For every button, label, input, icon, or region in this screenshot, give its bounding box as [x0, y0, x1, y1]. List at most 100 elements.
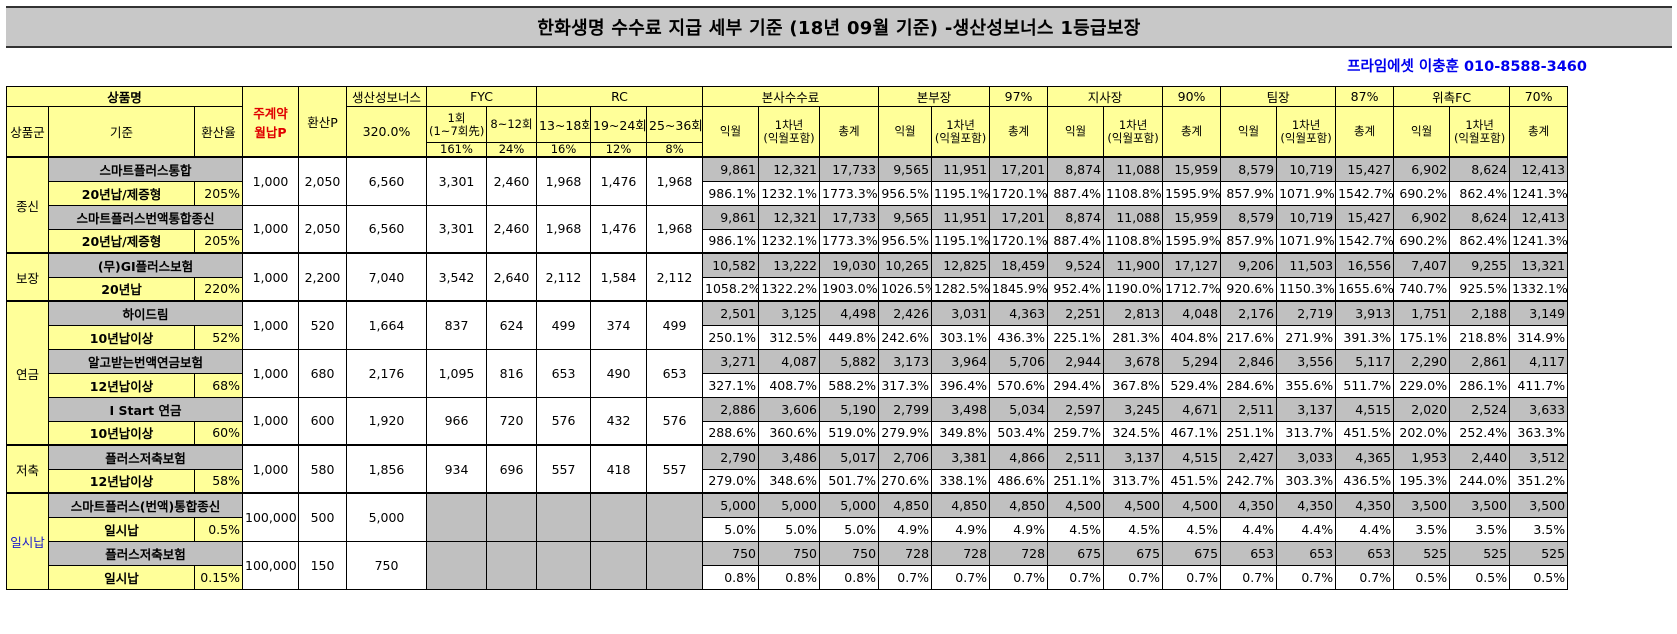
conversion-rate: 0.5% — [194, 516, 243, 542]
commission-amount: 8,874 — [1047, 156, 1105, 182]
commission-percent: 3.5% — [1509, 516, 1569, 542]
header-sub-col: 1차년 (익월포함) — [1449, 106, 1511, 158]
commission-amount: 9,565 — [878, 204, 933, 230]
commission-amount: 2,861 — [1449, 348, 1511, 374]
commission-percent: 367.8% — [1103, 372, 1164, 398]
productivity-bonus: 2,176 — [346, 348, 427, 398]
rc-value — [646, 492, 703, 542]
commission-percent: 956.5% — [878, 180, 933, 206]
commission-amount: 525 — [1449, 540, 1511, 566]
commission-amount: 653 — [1335, 540, 1395, 566]
commission-percent: 1720.1% — [989, 180, 1049, 206]
product-criteria: 10년납이상 — [48, 420, 195, 446]
commission-amount: 3,173 — [878, 348, 933, 374]
header-main-contract: 주계약 월납P — [242, 86, 299, 158]
commission-amount: 5,034 — [989, 396, 1049, 422]
commission-amount: 12,413 — [1509, 156, 1569, 182]
commission-amount: 4,350 — [1276, 492, 1337, 518]
commission-amount: 13,321 — [1509, 252, 1569, 278]
commission-amount: 4,500 — [1103, 492, 1164, 518]
commission-amount: 19,030 — [818, 252, 880, 278]
commission-amount: 2,290 — [1393, 348, 1451, 374]
commission-percent: 303.3% — [1276, 468, 1337, 494]
commission-percent: 4.9% — [989, 516, 1049, 542]
header-sub-col: 익월 — [1393, 106, 1451, 158]
commission-percent: 1232.1% — [758, 180, 820, 206]
commission-percent: 391.3% — [1335, 324, 1395, 350]
commission-amount: 11,503 — [1276, 252, 1337, 278]
commission-percent: 467.1% — [1162, 420, 1222, 446]
rc-value — [590, 540, 647, 590]
commission-percent: 313.7% — [1276, 420, 1337, 446]
converted-premium: 2,050 — [298, 156, 347, 206]
commission-amount: 9,255 — [1449, 252, 1511, 278]
header-group: 상품군 — [6, 106, 49, 158]
commission-percent: 1773.3% — [818, 228, 880, 254]
commission-amount: 4,671 — [1162, 396, 1222, 422]
commission-amount: 4,087 — [758, 348, 820, 374]
commission-percent: 175.1% — [1393, 324, 1451, 350]
commission-amount: 750 — [758, 540, 820, 566]
header-fyc-col: 8~12회 — [486, 106, 537, 143]
commission-amount: 2,886 — [702, 396, 759, 422]
commission-percent: 486.6% — [989, 468, 1049, 494]
commission-amount: 5,000 — [758, 492, 820, 518]
commission-percent: 351.2% — [1509, 468, 1569, 494]
commission-percent: 404.8% — [1162, 324, 1222, 350]
header-sub-col: 익월 — [1220, 106, 1278, 158]
commission-percent: 270.6% — [878, 468, 933, 494]
header-sub-col: 총계 — [818, 106, 880, 158]
commission-amount: 4,117 — [1509, 348, 1569, 374]
commission-percent: 360.6% — [758, 420, 820, 446]
fyc-value: 934 — [426, 444, 487, 494]
commission-percent: 288.6% — [702, 420, 759, 446]
commission-amount: 11,900 — [1103, 252, 1164, 278]
commission-amount: 2,511 — [1220, 396, 1278, 422]
commission-amount: 1,751 — [1393, 300, 1451, 326]
commission-percent: 229.0% — [1393, 372, 1451, 398]
commission-amount: 4,350 — [1335, 492, 1395, 518]
commission-amount: 11,951 — [931, 156, 991, 182]
commission-percent: 740.7% — [1393, 276, 1451, 302]
product-criteria: 20년납/제증형 — [48, 180, 195, 206]
commission-amount: 4,850 — [931, 492, 991, 518]
header-level: 위촉FC — [1393, 86, 1511, 107]
header-sub-col: 1차년 (익월포함) — [931, 106, 991, 158]
commission-percent: 0.7% — [1103, 564, 1164, 590]
commission-amount: 4,350 — [1220, 492, 1278, 518]
header-rc-rate: 16% — [536, 142, 591, 158]
commission-amount: 17,201 — [989, 204, 1049, 230]
fyc-value — [426, 540, 487, 590]
commission-percent: 251.1% — [1220, 420, 1278, 446]
conversion-rate: 60% — [194, 420, 243, 446]
header-sub-col: 익월 — [878, 106, 933, 158]
commission-amount: 675 — [1103, 540, 1164, 566]
commission-percent: 303.1% — [931, 324, 991, 350]
commission-amount: 2,251 — [1047, 300, 1105, 326]
rc-value: 576 — [646, 396, 703, 446]
header-bonus: 생산성보너스 — [346, 86, 427, 107]
fyc-value — [486, 540, 537, 590]
commission-percent: 5.0% — [758, 516, 820, 542]
commission-percent: 408.7% — [758, 372, 820, 398]
commission-percent: 862.4% — [1449, 180, 1511, 206]
monthly-premium: 100,000 — [242, 540, 299, 590]
group-label: 종신 — [6, 156, 49, 254]
rc-value: 576 — [536, 396, 591, 446]
commission-percent: 862.4% — [1449, 228, 1511, 254]
commission-percent: 503.4% — [989, 420, 1049, 446]
commission-percent: 4.5% — [1047, 516, 1105, 542]
header-sub-col: 익월 — [1047, 106, 1105, 158]
commission-percent: 887.4% — [1047, 228, 1105, 254]
commission-amount: 1,953 — [1393, 444, 1451, 470]
commission-percent: 0.7% — [1335, 564, 1395, 590]
commission-amount: 2,176 — [1220, 300, 1278, 326]
commission-percent: 451.5% — [1162, 468, 1222, 494]
converted-premium: 2,200 — [298, 252, 347, 302]
commission-amount: 5,190 — [818, 396, 880, 422]
fyc-value: 1,095 — [426, 348, 487, 398]
commission-amount: 3,500 — [1509, 492, 1569, 518]
commission-amount: 525 — [1393, 540, 1451, 566]
commission-percent: 0.7% — [989, 564, 1049, 590]
commission-amount: 4,365 — [1335, 444, 1395, 470]
